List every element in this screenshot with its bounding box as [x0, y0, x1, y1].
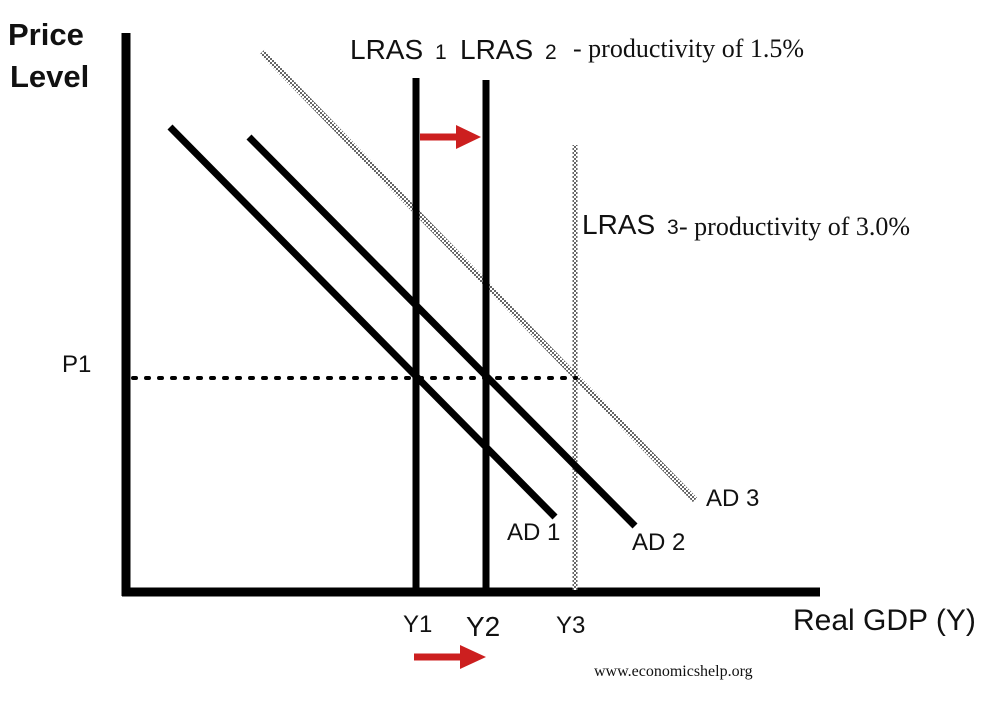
- ad1-line: [167, 124, 558, 520]
- lras3-productivity-note: - productivity of 3.0%: [679, 212, 910, 241]
- lras3-label: LRAS 3: [582, 209, 679, 240]
- lras-shift-arrow: [420, 125, 481, 149]
- lras2-label: LRAS 2: [460, 34, 557, 65]
- ad2-line: [246, 134, 638, 529]
- lras2-productivity-note: - productivity of 1.5%: [573, 34, 804, 63]
- y-axis-label-line2: Level: [10, 59, 89, 94]
- x-axis-label: Real GDP (Y): [793, 604, 976, 637]
- ad1-label: AD 1: [507, 519, 560, 546]
- ad3-label: AD 3: [706, 485, 759, 512]
- y-axis-label-line1: Price: [8, 17, 84, 52]
- ad3-line: [259, 49, 698, 503]
- y3-label: Y3: [556, 612, 585, 639]
- output-shift-arrow: [414, 645, 486, 669]
- y1-label: Y1: [403, 611, 432, 638]
- lras1-label: LRAS 1: [350, 34, 447, 65]
- y2-label: Y2: [466, 611, 500, 642]
- p1-label: P1: [62, 351, 91, 378]
- ad2-label: AD 2: [632, 529, 685, 556]
- source-credit: www.economicshelp.org: [594, 663, 753, 680]
